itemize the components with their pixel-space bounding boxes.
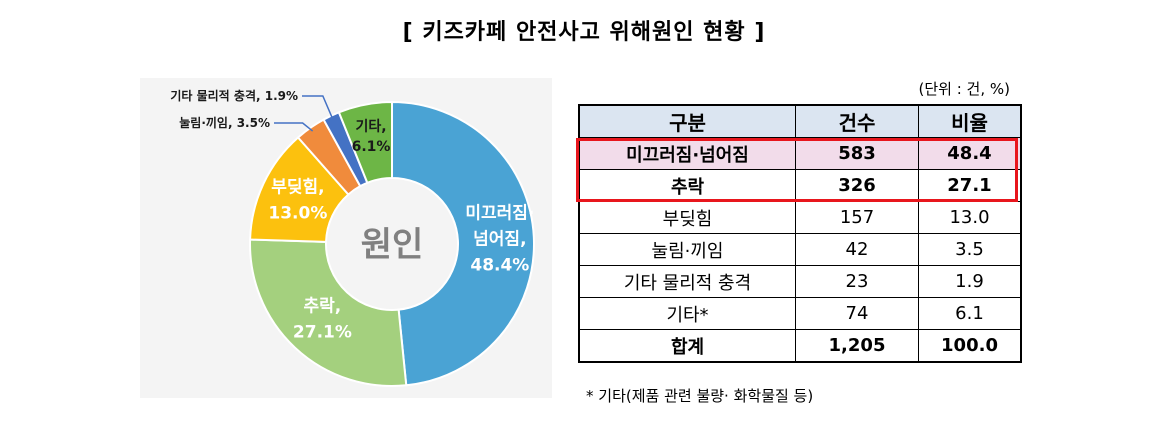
total-label: 합계 xyxy=(578,329,796,363)
table-row: 추락 326 27.1 xyxy=(578,169,1022,202)
callout-label-3: 눌림·끼임, 3.5% xyxy=(179,115,270,130)
data-table: 구분 건수 비율 미끄러짐·넘어짐 583 48.4 추락 326 27.1 부… xyxy=(578,104,1022,363)
row-ratio: 27.1 xyxy=(918,169,1022,202)
row-ratio: 13.0 xyxy=(918,201,1022,234)
slice-1 xyxy=(249,238,408,387)
row-count: 74 xyxy=(795,297,919,330)
header-ratio: 비율 xyxy=(918,104,1022,138)
donut-chart: 미끄러짐· 넘어짐, 48.4% 추락, 27.1% 부딪힘, 13.0% 기타, 6.1% 원인… xyxy=(170,88,535,387)
row-category: 부딪힘 xyxy=(578,201,796,234)
row-category: 눌림·끼임 xyxy=(578,233,796,266)
row-ratio: 1.9 xyxy=(918,265,1022,298)
header-category: 구분 xyxy=(578,104,796,138)
callout-line-3 xyxy=(274,122,314,132)
slice-label-0: 미끄러짐· 넘어짐, 48.4% xyxy=(465,204,534,276)
slice-5 xyxy=(337,100,393,185)
unit-note: (단위 : 건, %) xyxy=(918,80,1010,98)
row-ratio: 48.4 xyxy=(918,137,1022,170)
slice-label-1: 추락, 27.1% xyxy=(293,297,352,343)
table-header-row: 구분 건수 비율 xyxy=(578,104,1022,138)
table-row: 미끄러짐·넘어짐 583 48.4 xyxy=(578,137,1022,170)
row-count: 23 xyxy=(795,265,919,298)
row-count: 157 xyxy=(795,201,919,234)
row-category: 미끄러짐·넘어짐 xyxy=(578,137,796,170)
slice-0 xyxy=(391,100,535,387)
slice-label-5: 기타, 6.1% xyxy=(352,119,391,155)
total-count: 1,205 xyxy=(795,329,919,363)
slice-label-2: 부딪힘, 13.0% xyxy=(268,177,327,224)
row-category: 기타 물리적 충격 xyxy=(578,265,796,298)
table-row: 기타* 74 6.1 xyxy=(578,297,1022,330)
table-row: 부딪힘 157 13.0 xyxy=(578,201,1022,234)
table-row: 기타 물리적 충격 23 1.9 xyxy=(578,265,1022,298)
footnote: * 기타(제품 관련 불량· 화학물질 등) xyxy=(586,387,814,405)
header-count: 건수 xyxy=(795,104,919,138)
callout-label-4: 기타 물리적 충격, 1.9% xyxy=(170,88,298,103)
page-title: [ 키즈카페 안전사고 위해원인 현황 ] xyxy=(402,20,766,45)
callout-line-4 xyxy=(302,95,334,120)
row-count: 583 xyxy=(795,137,919,170)
total-ratio: 100.0 xyxy=(918,329,1022,363)
table-total-row: 합계 1,205 100.0 xyxy=(578,329,1022,363)
row-ratio: 3.5 xyxy=(918,233,1022,266)
row-count: 326 xyxy=(795,169,919,202)
table-row: 눌림·끼임 42 3.5 xyxy=(578,233,1022,266)
row-category: 기타* xyxy=(578,297,796,330)
row-ratio: 6.1 xyxy=(918,297,1022,330)
row-count: 42 xyxy=(795,233,919,266)
center-label: 원인 xyxy=(361,225,424,265)
row-category: 추락 xyxy=(578,169,796,202)
